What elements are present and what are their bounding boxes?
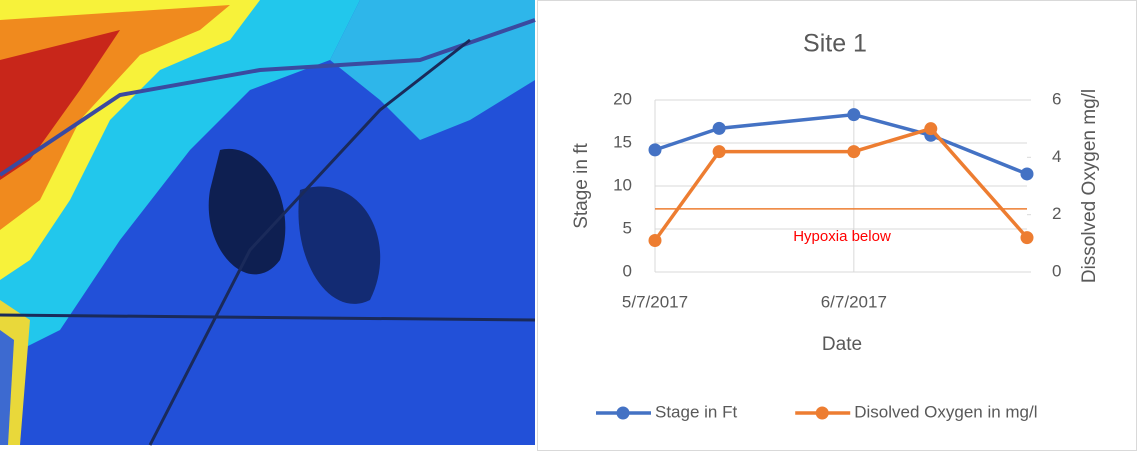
y-tick-label: 15 [613, 132, 632, 151]
legend-label: Stage in Ft [655, 402, 737, 421]
elevation-map [0, 0, 535, 445]
y-tick-label: 5 [623, 218, 632, 237]
screen: Site 1 Date Stage in ft Dissolved Oxygen… [0, 0, 1138, 451]
data-point [713, 122, 726, 135]
y-tick-label: 20 [613, 89, 632, 108]
data-point [847, 108, 860, 121]
data-point [649, 143, 662, 156]
x-tick-label: 5/7/2017 [622, 292, 688, 311]
y-axis-title: Stage in ft [571, 143, 592, 229]
data-point [1021, 167, 1034, 180]
data-point [924, 122, 937, 135]
page: Site 1 Date Stage in ft Dissolved Oxygen… [0, 0, 1138, 451]
y2-axis-title: Dissolved Oxygen mg/l [1079, 89, 1100, 283]
legend-label: Disolved Oxygen in mg/l [854, 402, 1037, 421]
data-point [847, 145, 860, 158]
y-tick-label: 0 [623, 261, 632, 280]
y2-tick-label: 6 [1052, 89, 1061, 108]
x-axis-title: Date [822, 334, 862, 355]
reference-label: Hypoxia below [793, 228, 891, 245]
data-point [649, 234, 662, 247]
y2-tick-label: 0 [1052, 261, 1061, 280]
data-point [713, 145, 726, 158]
y2-tick-label: 4 [1052, 147, 1061, 166]
chart-title: Site 1 [803, 30, 867, 58]
y-tick-label: 10 [613, 175, 632, 194]
y2-tick-label: 2 [1052, 204, 1061, 223]
data-point [1021, 231, 1034, 244]
legend-marker [617, 407, 630, 420]
legend-marker [816, 407, 829, 420]
x-tick-label: 6/7/2017 [821, 292, 887, 311]
